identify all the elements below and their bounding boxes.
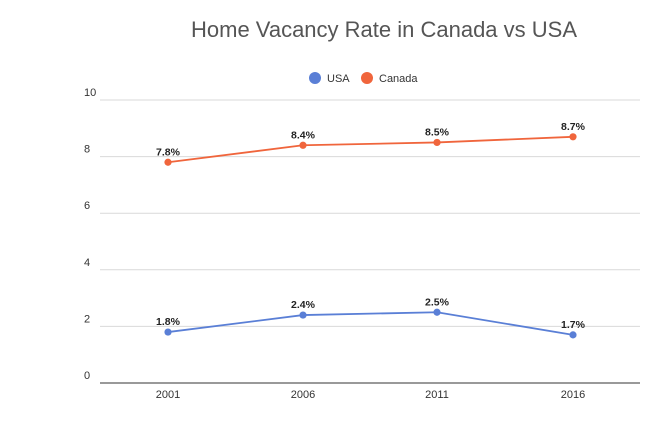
y-tick-label: 10 [84, 87, 96, 99]
x-tick-label: 2006 [291, 389, 315, 401]
data-point-canada [164, 158, 172, 166]
data-label-usa: 1.7% [561, 319, 586, 331]
legend-marker-usa [309, 72, 321, 84]
data-point-canada [569, 133, 577, 141]
data-label-usa: 2.5% [425, 296, 450, 308]
data-point-canada [299, 141, 307, 149]
legend-marker-canada [361, 72, 373, 84]
legend-label-usa: USA [327, 73, 350, 85]
x-tick-label: 2016 [561, 389, 585, 401]
series-line-usa [167, 311, 574, 336]
data-point-usa [164, 328, 172, 336]
data-label-usa: 1.8% [156, 316, 181, 328]
chart-title: Home Vacancy Rate in Canada vs USA [191, 17, 577, 42]
y-tick-label: 0 [84, 370, 90, 382]
data-label-canada: 8.4% [291, 129, 316, 141]
series-line-canada [167, 135, 574, 164]
y-tick-label: 2 [84, 313, 90, 325]
data-point-usa [569, 331, 577, 339]
data-point-canada [433, 138, 441, 147]
x-tick-label: 2011 [425, 389, 449, 401]
data-point-usa [299, 311, 307, 319]
legend: USA Canada [309, 72, 418, 85]
x-axis-ticks: 2001 2006 2011 2016 [156, 389, 585, 401]
y-tick-label: 8 [84, 144, 90, 156]
data-point-usa [433, 308, 441, 316]
y-axis-ticks: 0 2 4 6 8 10 [84, 87, 96, 382]
data-label-canada: 8.5% [425, 126, 450, 138]
series-group: 1.8% 2.4% 2.5% 1.7% 7.8% 8.4% 8.5% 8.7% [156, 121, 586, 339]
data-label-usa: 2.4% [291, 299, 316, 311]
gridlines [100, 99, 640, 384]
data-label-canada: 7.8% [156, 146, 181, 158]
data-label-canada: 8.7% [561, 121, 586, 133]
legend-label-canada: Canada [379, 73, 418, 85]
y-tick-label: 6 [84, 200, 90, 212]
y-tick-label: 4 [84, 257, 90, 269]
x-tick-label: 2001 [156, 389, 180, 401]
